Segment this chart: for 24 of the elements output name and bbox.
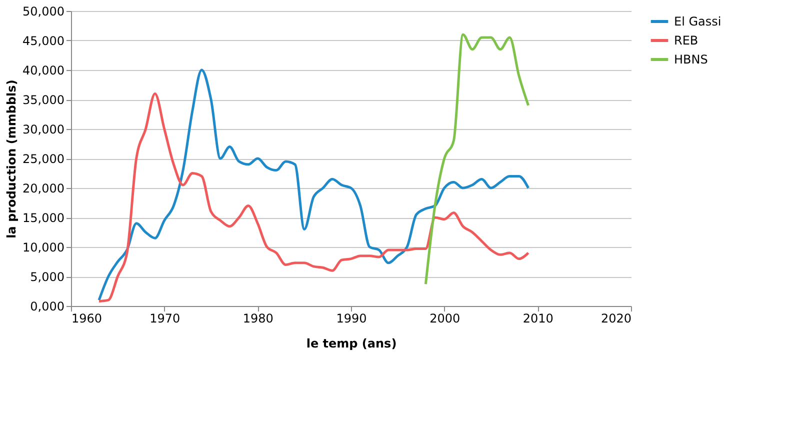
x-axis-title: le temp (ans) bbox=[306, 336, 397, 350]
x-tick-label: 1990 bbox=[336, 312, 367, 326]
x-tick-label: 1970 bbox=[150, 312, 180, 326]
x-tick-label: 1980 bbox=[242, 312, 274, 326]
y-tick-label: 10,000 bbox=[22, 240, 64, 254]
x-tick-label: 2020 bbox=[600, 312, 632, 326]
legend-label: HBNS bbox=[674, 52, 708, 66]
x-tick-label: 2010 bbox=[522, 312, 554, 326]
x-tick-label: 2000 bbox=[430, 312, 460, 326]
y-tick-label: 30,000 bbox=[22, 122, 64, 136]
y-tick-label: 35,000 bbox=[22, 93, 64, 107]
y-tick-label: 20,000 bbox=[22, 182, 64, 196]
legend-label: El Gassi bbox=[674, 14, 722, 28]
y-tick-label: 0,000 bbox=[30, 300, 64, 314]
y-tick-label: 25,000 bbox=[22, 152, 64, 166]
x-tick-label: 1960 bbox=[72, 312, 102, 326]
line-series bbox=[424, 33, 530, 286]
legend-label: REB bbox=[674, 34, 698, 48]
y-tick-label: 40,000 bbox=[22, 64, 64, 78]
y-tick-label: 5,000 bbox=[30, 270, 64, 284]
y-tick-label: 15,000 bbox=[22, 211, 64, 225]
y-tick-label: 50,000 bbox=[22, 4, 64, 18]
y-tick-label: 45,000 bbox=[22, 34, 64, 48]
y-axis-title: la production (mmbbls) bbox=[4, 80, 19, 238]
